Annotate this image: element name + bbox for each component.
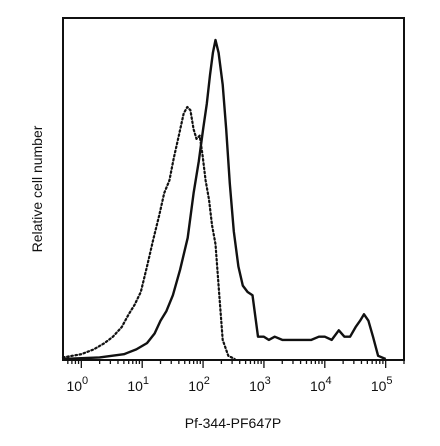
x-tick-label-5: 105 bbox=[371, 375, 393, 394]
x-axis-label: Pf-344-PF647P bbox=[185, 415, 282, 431]
x-tick-label-0: 100 bbox=[66, 375, 88, 394]
x-tick-label-1: 101 bbox=[127, 375, 149, 394]
y-axis-label: Relative cell number bbox=[29, 125, 45, 252]
dotted-histogram-line bbox=[61, 105, 236, 361]
x-axis-tick-labels: 100 101 102 103 104 105 bbox=[66, 375, 392, 394]
solid-histogram-line bbox=[62, 38, 387, 361]
x-tick-label-3: 103 bbox=[249, 375, 271, 394]
x-tick-label-4: 104 bbox=[310, 375, 332, 394]
x-axis-ticks bbox=[67, 360, 405, 368]
x-tick-label-2: 102 bbox=[188, 375, 210, 394]
plot-frame bbox=[62, 17, 405, 361]
histogram-series bbox=[61, 38, 387, 361]
